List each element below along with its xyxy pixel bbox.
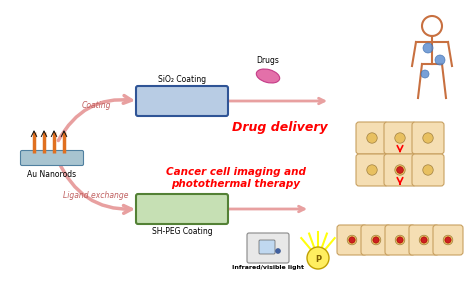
- Circle shape: [423, 43, 433, 53]
- Circle shape: [395, 133, 405, 143]
- Text: Cancer cell imaging and
photothermal therapy: Cancer cell imaging and photothermal the…: [166, 167, 306, 189]
- Text: Coating: Coating: [81, 100, 111, 110]
- FancyBboxPatch shape: [259, 240, 275, 254]
- Circle shape: [367, 133, 377, 143]
- Circle shape: [445, 237, 451, 243]
- Circle shape: [419, 235, 429, 245]
- FancyArrowPatch shape: [229, 206, 304, 212]
- Circle shape: [347, 235, 357, 245]
- FancyBboxPatch shape: [412, 154, 444, 186]
- FancyBboxPatch shape: [356, 122, 388, 154]
- Text: Ligand exchange: Ligand exchange: [63, 190, 129, 200]
- Circle shape: [397, 167, 403, 173]
- Circle shape: [423, 165, 433, 175]
- FancyBboxPatch shape: [20, 150, 83, 166]
- Circle shape: [395, 165, 405, 175]
- FancyBboxPatch shape: [433, 225, 463, 255]
- Circle shape: [395, 235, 405, 245]
- Text: Au Nanorods: Au Nanorods: [27, 170, 77, 179]
- FancyArrowPatch shape: [229, 98, 324, 104]
- Circle shape: [371, 235, 381, 245]
- FancyBboxPatch shape: [412, 122, 444, 154]
- Circle shape: [367, 165, 377, 175]
- Circle shape: [435, 55, 445, 65]
- FancyArrowPatch shape: [58, 96, 131, 140]
- FancyBboxPatch shape: [136, 194, 228, 224]
- Circle shape: [421, 70, 429, 78]
- FancyBboxPatch shape: [356, 154, 388, 186]
- FancyBboxPatch shape: [337, 225, 367, 255]
- Circle shape: [443, 235, 453, 245]
- Text: SH-PEG Coating: SH-PEG Coating: [152, 227, 212, 236]
- Ellipse shape: [256, 69, 280, 83]
- Text: P: P: [315, 255, 321, 263]
- FancyBboxPatch shape: [385, 225, 415, 255]
- Text: Drugs: Drugs: [256, 56, 280, 65]
- FancyArrowPatch shape: [58, 160, 131, 213]
- Text: Infrared/visible light: Infrared/visible light: [232, 265, 304, 270]
- Circle shape: [423, 133, 433, 143]
- Text: SiO₂ Coating: SiO₂ Coating: [158, 75, 206, 84]
- FancyBboxPatch shape: [384, 122, 416, 154]
- Circle shape: [397, 237, 403, 243]
- FancyBboxPatch shape: [409, 225, 439, 255]
- FancyBboxPatch shape: [384, 154, 416, 186]
- Text: Drug delivery: Drug delivery: [232, 122, 328, 134]
- FancyBboxPatch shape: [136, 86, 228, 116]
- Circle shape: [373, 237, 379, 243]
- Circle shape: [349, 237, 355, 243]
- FancyBboxPatch shape: [361, 225, 391, 255]
- FancyBboxPatch shape: [247, 233, 289, 263]
- Circle shape: [275, 249, 281, 253]
- Circle shape: [421, 237, 427, 243]
- Circle shape: [307, 247, 329, 269]
